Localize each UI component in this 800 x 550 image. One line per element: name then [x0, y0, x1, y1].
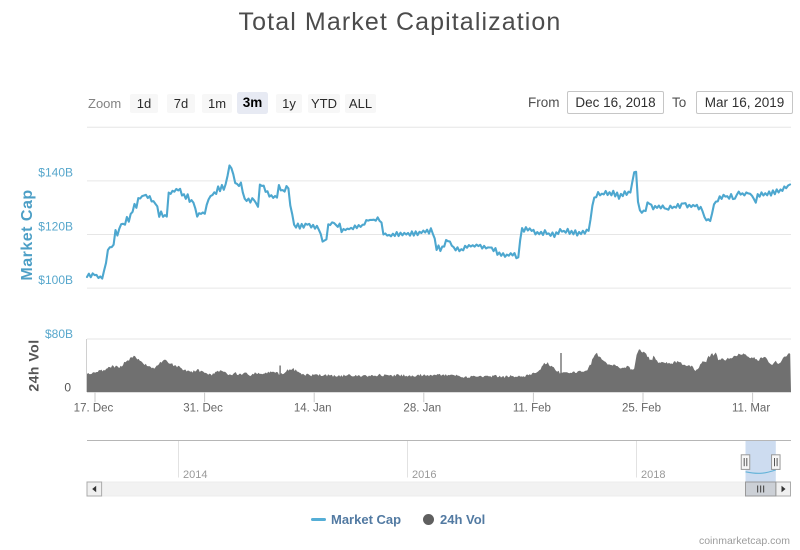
svg-text:2018: 2018: [641, 469, 665, 481]
svg-text:Market Cap: Market Cap: [19, 189, 36, 280]
svg-text:25. Feb: 25. Feb: [622, 403, 661, 415]
svg-text:2016: 2016: [412, 469, 436, 481]
svg-text:$100B: $100B: [38, 273, 73, 287]
svg-text:$120B: $120B: [38, 219, 73, 233]
svg-text:11. Mar: 11. Mar: [732, 403, 770, 415]
svg-text:$80B: $80B: [45, 327, 73, 341]
svg-text:28. Jan: 28. Jan: [403, 403, 441, 415]
svg-text:31. Dec: 31. Dec: [183, 403, 223, 415]
svg-text:11. Feb: 11. Feb: [513, 403, 551, 415]
svg-text:24h Vol: 24h Vol: [26, 339, 42, 391]
svg-text:17. Dec: 17. Dec: [74, 403, 114, 415]
svg-text:0: 0: [64, 380, 71, 394]
svg-text:14. Jan: 14. Jan: [294, 403, 332, 415]
svg-text:2014: 2014: [183, 469, 207, 481]
svg-text:$140B: $140B: [38, 166, 73, 180]
